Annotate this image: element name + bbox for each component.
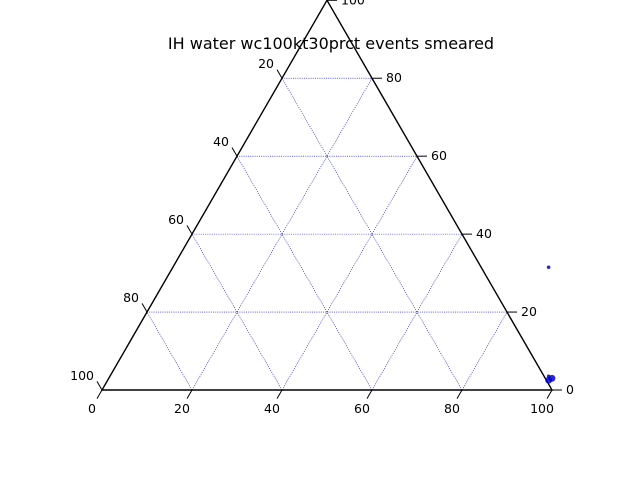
bottom-tick-label-60: 60 (354, 401, 370, 416)
left-tick-100 (97, 381, 102, 390)
bottom-tick-label-40: 40 (264, 401, 280, 416)
grid-line-bottom-80 (462, 312, 507, 390)
grid (147, 78, 507, 390)
right-tick-label-80: 80 (386, 70, 402, 85)
right-tick-label-20: 20 (521, 304, 537, 319)
axis-ticks: 020406080100020406080100020406080100 (70, 0, 574, 416)
left-tick-80 (142, 303, 147, 312)
bottom-tick-label-0: 0 (88, 401, 96, 416)
bottom-tick-label-20: 20 (174, 401, 190, 416)
grid-line-left-80 (147, 312, 192, 390)
bottom-tick-60 (367, 390, 372, 399)
right-tick-label-40: 40 (476, 226, 492, 241)
bottom-tick-0 (97, 390, 102, 399)
data-point-3 (547, 375, 551, 379)
bottom-tick-label-100: 100 (530, 401, 554, 416)
right-tick-label-60: 60 (431, 148, 447, 163)
left-tick-40 (232, 148, 237, 157)
bottom-tick-80 (457, 390, 462, 399)
grid-line-left-40 (237, 156, 372, 390)
left-tick-label-40: 40 (213, 134, 229, 149)
triangle-frame (102, 0, 552, 390)
left-tick-20 (277, 70, 282, 79)
left-tick-label-100: 100 (70, 368, 94, 383)
right-tick-label-100: 100 (341, 0, 365, 7)
left-tick-label-80: 80 (123, 290, 139, 305)
left-tick-label-20: 20 (258, 56, 274, 71)
triangle-outline (102, 0, 552, 390)
bottom-tick-40 (277, 390, 282, 399)
bottom-tick-label-80: 80 (444, 401, 460, 416)
bottom-tick-100 (547, 390, 552, 399)
grid-line-bottom-40 (282, 156, 417, 390)
data-point-4 (547, 265, 551, 269)
chart-title: IH water wc100kt30prct events smeared (168, 34, 494, 53)
left-tick-60 (187, 225, 192, 234)
left-tick-label-60: 60 (168, 212, 184, 227)
bottom-tick-20 (187, 390, 192, 399)
data-points (545, 265, 555, 383)
right-tick-label-0: 0 (566, 382, 574, 397)
